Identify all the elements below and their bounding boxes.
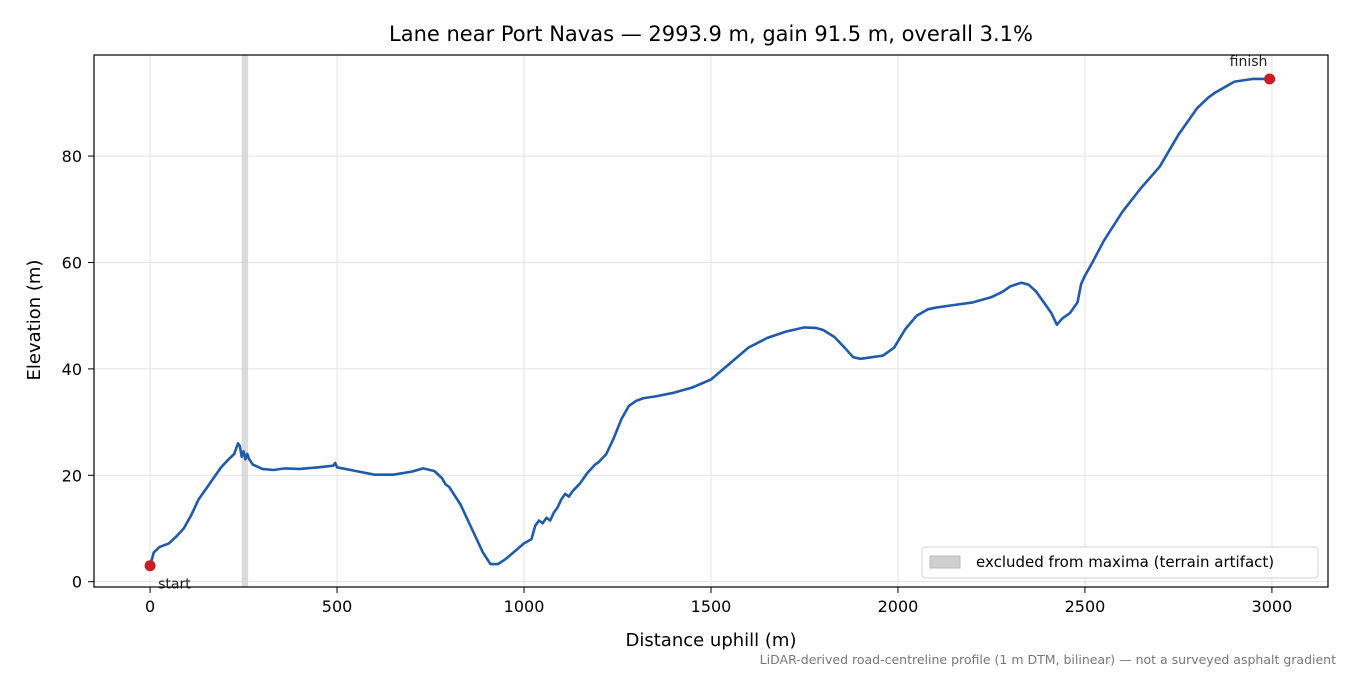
y-axis-label: Elevation (m) (24, 260, 45, 381)
x-tick-label: 2500 (1065, 597, 1106, 616)
x-tick-label: 1000 (504, 597, 545, 616)
legend-swatch (929, 555, 961, 569)
legend-frame (921, 546, 1319, 579)
x-tick-label: 1500 (691, 597, 732, 616)
x-tick-label: 500 (322, 597, 353, 616)
marker-layer: start finish (144, 54, 1276, 593)
y-tick-label: 0 (72, 573, 82, 592)
footnote: LiDAR-derived road-centreline profile (1… (760, 652, 1336, 667)
x-axis-label: Distance uphill (m) (626, 630, 797, 651)
y-tick-label: 40 (62, 360, 82, 379)
legend: excluded from maxima (terrain artifact) (921, 546, 1319, 579)
series-layer (148, 77, 1271, 567)
excluded-band-layer (241, 55, 249, 587)
x-tick-label: 3000 (1252, 597, 1293, 616)
grid-layer (94, 55, 1328, 587)
finish-label: finish (1230, 54, 1268, 70)
y-tick-label: 20 (62, 466, 82, 485)
tick-layer: 0 500 1000 1500 2000 2500 3000 0 20 40 60 80 (62, 147, 1293, 616)
legend-label: excluded from maxima (terrain artifact) (976, 553, 1274, 571)
elevation-line (148, 77, 1271, 567)
start-label: start (158, 577, 191, 593)
x-tick-label: 2000 (878, 597, 919, 616)
x-tick-label: 0 (145, 597, 155, 616)
excluded-band (241, 55, 249, 587)
finish-marker (1264, 73, 1276, 85)
y-tick-label: 60 (62, 253, 82, 272)
chart-title: Lane near Port Navas — 2993.9 m, gain 91… (389, 22, 1033, 46)
y-tick-label: 80 (62, 147, 82, 166)
start-marker (144, 560, 156, 572)
